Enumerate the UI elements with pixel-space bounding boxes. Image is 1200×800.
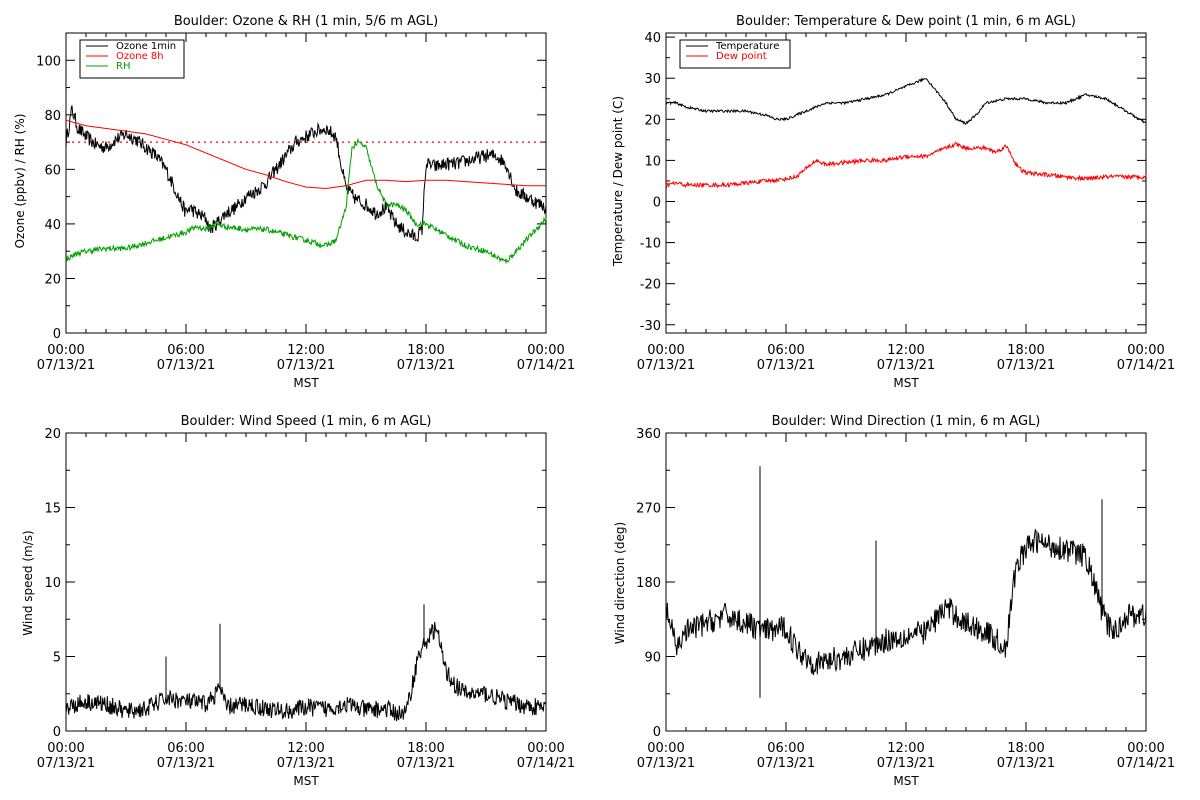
temperature-dewpoint-xtick-time: 18:00 — [1007, 343, 1044, 358]
temperature-dewpoint-xtick-time: 00:00 — [1127, 343, 1164, 358]
wind-speed-xtick-time: 00:00 — [527, 741, 564, 756]
ozone-rh-xtick-date: 07/13/21 — [157, 358, 215, 373]
temperature-dewpoint-ytick-label: 0 — [653, 195, 661, 210]
temperature-dewpoint-legend-box — [679, 39, 791, 69]
temperature-dewpoint-ytick-label: 20 — [644, 113, 661, 128]
wind-speed-ytick-label: 15 — [44, 502, 61, 517]
wind-speed-xtick-date: 07/13/21 — [37, 756, 95, 771]
temperature-dewpoint-xtick-date: 07/13/21 — [637, 358, 695, 373]
temperature-dewpoint-xtick-time: 12:00 — [887, 343, 924, 358]
ozone-rh-xtick-date: 07/13/21 — [37, 358, 95, 373]
wind-direction-xtick-time: 18:00 — [1007, 741, 1044, 756]
wind-speed-ytick-label: 20 — [44, 427, 61, 442]
ozone-rh-xtick-time: 18:00 — [407, 343, 444, 358]
wind-speed-ytick-label: 10 — [44, 576, 61, 591]
ozone-rh-ytick-label: 80 — [44, 109, 61, 124]
temperature-dewpoint-legend-label: Dew point — [716, 51, 767, 62]
ozone-rh-series-1-line — [65, 119, 546, 190]
wind-direction-xtick-time: 00:00 — [647, 741, 684, 756]
wind-direction-plot-area: 00:0007/13/2106:0007/13/2112:0007/13/211… — [636, 427, 1175, 771]
ozone-rh-ytick-label: 100 — [36, 54, 61, 69]
wind-speed-xlabel: MST — [293, 774, 319, 788]
wind-direction-xtick-time: 12:00 — [887, 741, 924, 756]
wind-direction-title: Boulder: Wind Direction (1 min, 6 m AGL) — [772, 414, 1041, 429]
temperature-dewpoint-series-1-line — [665, 141, 1147, 189]
temperature-dewpoint-ytick-label: -10 — [640, 237, 661, 252]
ozone-rh-ytick-label: 0 — [53, 327, 61, 342]
temperature-dewpoint-ylabel: Temperature / Dew point (C) — [611, 96, 625, 267]
temperature-dewpoint-ytick-label: -30 — [640, 319, 661, 334]
wind-speed-xtick-time: 06:00 — [167, 741, 204, 756]
wind-speed-series-0-line — [65, 621, 547, 722]
wind-speed-xtick-date: 07/14/21 — [517, 756, 575, 771]
ozone-rh-panel: Boulder: Ozone & RH (1 min, 5/6 m AGL) 0… — [13, 14, 575, 390]
wind-speed-xtick-date: 07/13/21 — [397, 756, 455, 771]
wind-direction-ylabel: Wind direction (deg) — [613, 522, 627, 644]
temperature-dewpoint-ytick-label: 10 — [644, 154, 661, 169]
wind-speed-panel: Boulder: Wind Speed (1 min, 6 m AGL) 00:… — [21, 414, 575, 788]
wind-direction-panel: Boulder: Wind Direction (1 min, 6 m AGL)… — [613, 414, 1175, 788]
ozone-rh-legend-label: RH — [116, 61, 130, 72]
wind-speed-xtick-date: 07/13/21 — [277, 756, 335, 771]
temperature-dewpoint-title: Boulder: Temperature & Dew point (1 min,… — [736, 14, 1076, 29]
wind-direction-ytick-label: 270 — [636, 502, 661, 517]
wind-direction-xtick-date: 07/14/21 — [1117, 756, 1175, 771]
temperature-dewpoint-xtick-date: 07/13/21 — [997, 358, 1055, 373]
wind-speed-title: Boulder: Wind Speed (1 min, 6 m AGL) — [181, 414, 432, 429]
ozone-rh-ylabel: Ozone (ppbv) / RH (%) — [13, 114, 27, 249]
ozone-rh-xtick-time: 00:00 — [47, 343, 84, 358]
temperature-dewpoint-xtick-date: 07/14/21 — [1117, 358, 1175, 373]
wind-speed-xtick-date: 07/13/21 — [157, 756, 215, 771]
wind-direction-xtick-date: 07/13/21 — [877, 756, 935, 771]
wind-direction-ytick-label: 0 — [653, 725, 661, 740]
wind-direction-xtick-time: 00:00 — [1127, 741, 1164, 756]
wind-speed-xtick-time: 18:00 — [407, 741, 444, 756]
ozone-rh-ytick-label: 40 — [44, 218, 61, 233]
temperature-dewpoint-panel: Boulder: Temperature & Dew point (1 min,… — [611, 14, 1175, 390]
ozone-rh-series-2-line — [65, 137, 547, 265]
temperature-dewpoint-xtick-date: 07/13/21 — [757, 358, 815, 373]
temperature-dewpoint-plot-area: 00:0007/13/2106:0007/13/2112:0007/13/211… — [637, 31, 1175, 373]
wind-speed-ytick-label: 0 — [53, 725, 61, 740]
ozone-rh-ytick-label: 20 — [44, 272, 61, 287]
wind-direction-xlabel: MST — [893, 774, 919, 788]
temperature-dewpoint-xtick-time: 06:00 — [767, 343, 804, 358]
temperature-dewpoint-xtick-time: 00:00 — [647, 343, 684, 358]
wind-speed-ytick-label: 5 — [53, 651, 61, 666]
temperature-dewpoint-ytick-label: 40 — [644, 31, 661, 46]
ozone-rh-legend-label: Ozone 1min — [116, 41, 176, 52]
ozone-rh-xtick-time: 12:00 — [287, 343, 324, 358]
wind-speed-ylabel: Wind speed (m/s) — [21, 530, 35, 635]
wind-direction-xtick-date: 07/13/21 — [997, 756, 1055, 771]
ozone-rh-ytick-label: 60 — [44, 163, 61, 178]
ozone-rh-xtick-date: 07/13/21 — [397, 358, 455, 373]
ozone-rh-xlabel: MST — [293, 376, 319, 390]
ozone-rh-xtick-date: 07/14/21 — [517, 358, 575, 373]
wind-speed-xtick-time: 00:00 — [47, 741, 84, 756]
temperature-dewpoint-legend-label: Temperature — [715, 41, 779, 52]
ozone-rh-series-0-line — [65, 105, 547, 242]
ozone-rh-xtick-time: 06:00 — [167, 343, 204, 358]
wind-speed-plot-area: 00:0007/13/2106:0007/13/2112:0007/13/211… — [37, 427, 575, 771]
wind-direction-ytick-label: 360 — [636, 427, 661, 442]
temperature-dewpoint-xlabel: MST — [893, 376, 919, 390]
temperature-dewpoint-xtick-date: 07/13/21 — [877, 358, 935, 373]
ozone-rh-title: Boulder: Ozone & RH (1 min, 5/6 m AGL) — [174, 14, 438, 29]
temperature-dewpoint-series-0-line — [665, 77, 1147, 125]
ozone-rh-plot-area: 00:0007/13/2106:0007/13/2112:0007/13/211… — [36, 32, 575, 373]
wind-direction-series-0-line — [665, 528, 1147, 676]
wind-direction-xtick-date: 07/13/21 — [637, 756, 695, 771]
wind-direction-ytick-label: 90 — [644, 651, 661, 666]
wind-speed-xtick-time: 12:00 — [287, 741, 324, 756]
wind-direction-ytick-label: 180 — [636, 576, 661, 591]
ozone-rh-xtick-date: 07/13/21 — [277, 358, 335, 373]
temperature-dewpoint-ytick-label: 30 — [644, 72, 661, 87]
ozone-rh-legend-label: Ozone 8h — [116, 51, 164, 62]
wind-direction-xtick-date: 07/13/21 — [757, 756, 815, 771]
wind-direction-xtick-time: 06:00 — [767, 741, 804, 756]
temperature-dewpoint-ytick-label: -20 — [640, 278, 661, 293]
ozone-rh-xtick-time: 00:00 — [527, 343, 564, 358]
